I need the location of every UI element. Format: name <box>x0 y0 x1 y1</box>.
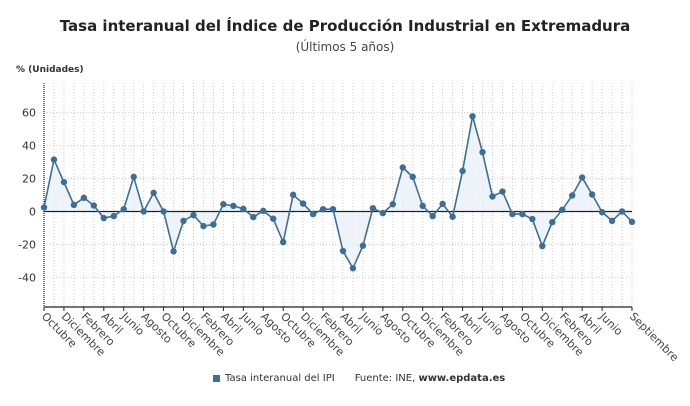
data-point <box>260 207 267 215</box>
legend-label: Tasa interanual del IPI <box>225 373 335 384</box>
data-point <box>628 218 636 226</box>
source-site: www.epdata.es <box>418 373 506 384</box>
y-axis-label: % (Unidades) <box>16 65 84 75</box>
data-point <box>50 156 58 163</box>
y-tick-label: 60 <box>22 107 36 120</box>
data-point <box>70 201 78 209</box>
data-point <box>160 208 167 215</box>
chart-subtitle: (Últimos 5 años) <box>295 40 395 54</box>
data-point <box>120 205 127 213</box>
data-point <box>588 191 596 198</box>
data-point <box>319 205 327 213</box>
source-prefix: Fuente: INE, <box>354 373 419 384</box>
y-tick-label: 20 <box>22 173 36 186</box>
data-point <box>479 148 486 156</box>
data-point <box>549 218 556 226</box>
data-point <box>559 206 566 214</box>
data-point <box>359 242 367 249</box>
data-point <box>299 200 307 207</box>
data-point <box>509 210 516 218</box>
data-point <box>349 265 357 272</box>
data-point <box>110 212 117 220</box>
data-point <box>459 167 466 175</box>
series-line <box>43 116 633 271</box>
data-point <box>409 173 416 181</box>
data-point <box>598 208 606 216</box>
data-point <box>80 194 88 201</box>
data-point <box>389 201 397 208</box>
x-tick-label: Septiembre <box>627 310 681 364</box>
data-point <box>170 248 177 255</box>
data-point <box>369 204 377 212</box>
y-tick-label: 0 <box>29 205 36 218</box>
data-point <box>329 205 337 213</box>
data-point <box>240 205 247 213</box>
data-point <box>210 221 217 228</box>
data-point <box>90 202 98 209</box>
data-point <box>578 174 586 181</box>
data-point <box>130 173 137 181</box>
legend-swatch <box>213 375 220 382</box>
data-point <box>230 202 237 210</box>
data-point <box>399 164 406 171</box>
y-tick-label: -20 <box>18 238 36 251</box>
data-point <box>60 178 68 186</box>
data-point <box>40 204 48 211</box>
data-point <box>439 200 446 208</box>
data-point <box>529 215 536 223</box>
data-point <box>279 238 287 246</box>
data-point <box>419 202 426 210</box>
data-point <box>180 217 187 225</box>
data-point <box>569 192 576 199</box>
data-point <box>429 212 436 220</box>
legend: Tasa interanual del IPI Fuente: INE, www… <box>213 373 505 384</box>
data-point <box>270 215 277 222</box>
chart-title: Tasa interanual del Índice de Producción… <box>59 17 631 35</box>
data-point <box>539 242 546 250</box>
data-point <box>499 188 506 195</box>
y-tick-label: -40 <box>18 271 36 284</box>
source-text: Fuente: INE, www.epdata.es <box>355 373 506 384</box>
data-point <box>618 208 626 215</box>
data-point <box>519 210 526 218</box>
data-point <box>220 201 227 208</box>
data-point <box>250 213 257 221</box>
data-point <box>379 209 387 217</box>
data-point <box>140 208 147 215</box>
data-point <box>469 113 476 120</box>
data-point <box>489 193 496 200</box>
data-point <box>100 214 107 222</box>
data-point <box>608 217 616 225</box>
data-point <box>339 247 347 255</box>
y-tick-label: 40 <box>22 140 36 153</box>
data-point <box>449 213 456 220</box>
data-point <box>309 210 317 218</box>
data-point <box>190 211 197 219</box>
data-point <box>200 222 207 230</box>
data-point <box>289 191 297 199</box>
data-point <box>150 189 157 197</box>
